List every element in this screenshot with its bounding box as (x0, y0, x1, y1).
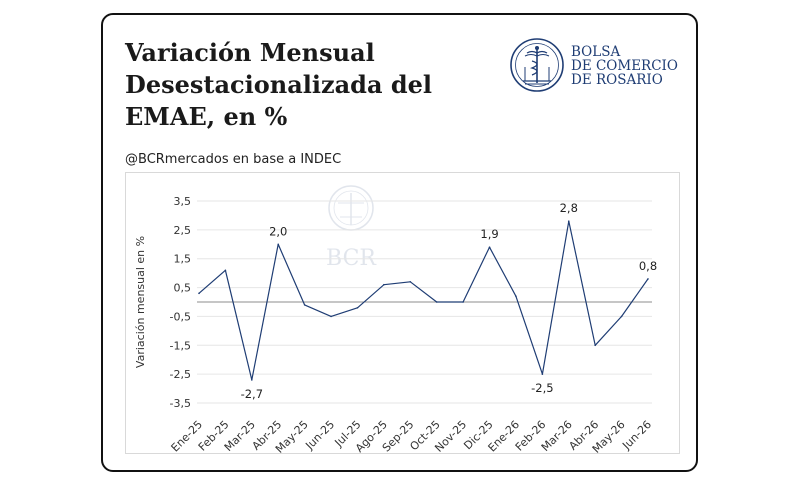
data-point (515, 295, 517, 298)
chart-card: Variación Mensual Desestacionalizada del… (101, 13, 698, 472)
plot-area: BCR 3,5 2,5 1,5 0,5 -0,5 -1,5 -2,5 -3,5 Ene-25 F… (125, 172, 680, 454)
y-axis-label: Variación mensual en % (134, 236, 147, 368)
x-tick-label: Jun-25 (302, 418, 337, 453)
data-point (356, 306, 359, 309)
data-point (462, 301, 464, 303)
data-point (409, 281, 412, 283)
data-point (198, 292, 200, 295)
logo-line-3: DE ROSARIO (571, 72, 663, 88)
y-tick-label: -1,5 (170, 339, 191, 352)
data-point (383, 283, 385, 286)
gridlines (197, 200, 652, 404)
y-tick-label: -3,5 (170, 397, 191, 410)
data-point (330, 315, 332, 318)
y-tick-label: -0,5 (170, 310, 191, 323)
logo-line-2: DE COMERCIO (571, 58, 678, 74)
data-point (620, 315, 623, 318)
line-chart: BCR 3,52,51,50,5-0,5-1,5-2,5-3,5 Ene-25F… (134, 185, 658, 453)
data-label: 2,0 (269, 224, 287, 238)
data-labels: -2,7 2,0 1,9 -2,5 2,8 0,8 (241, 201, 658, 401)
x-tick-label: Jun-26 (619, 418, 654, 453)
chart-title: Variación Mensual Desestacionalizada del… (125, 38, 433, 131)
bcr-seal-icon (510, 38, 564, 92)
x-axis-ticks: Ene-25Feb-25Mar-25Abr-25May-25Jun-25Jul-… (169, 418, 655, 453)
data-point (541, 373, 544, 375)
y-tick-label: 1,5 (174, 253, 192, 266)
data-point (647, 278, 649, 280)
y-tick-label: -2,5 (170, 368, 191, 381)
data-point (224, 269, 227, 272)
data-point (435, 301, 438, 303)
y-tick-label: 0,5 (174, 282, 192, 295)
series-group (198, 220, 649, 381)
y-tick-label: 3,5 (174, 195, 192, 208)
logo-line-1: BOLSA (571, 44, 621, 60)
data-label: 1,9 (480, 227, 498, 241)
data-point (277, 243, 280, 246)
data-label: 0,8 (639, 259, 657, 273)
data-point (251, 379, 253, 381)
chart-source: @BCRmercados en base a INDEC (125, 152, 342, 167)
data-point (594, 344, 596, 347)
data-label: -2,5 (531, 381, 553, 395)
bcr-logo-text: BOLSA DE COMERCIO DE ROSARIO (571, 45, 678, 87)
series-line (198, 220, 649, 381)
data-point (567, 220, 570, 222)
bcr-logo: BOLSA DE COMERCIO DE ROSARIO (509, 37, 689, 97)
data-label: 2,8 (560, 201, 578, 215)
y-tick-label: 2,5 (174, 224, 192, 237)
data-label: -2,7 (241, 387, 263, 401)
data-point (488, 246, 491, 248)
data-point (303, 304, 306, 306)
y-axis-ticks: 3,5 2,5 1,5 0,5 -0,5 -1,5 -2,5 -3,5 (170, 195, 191, 410)
